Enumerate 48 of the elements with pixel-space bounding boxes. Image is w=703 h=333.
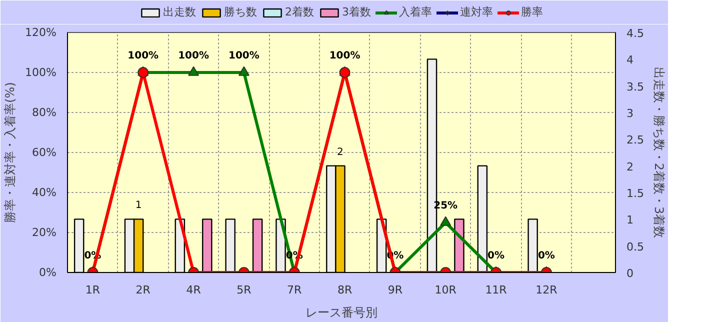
legend-label: 3着数: [342, 4, 371, 20]
x-tick-label: 4R: [186, 284, 202, 296]
data-label: 100%: [228, 50, 260, 62]
y2-tick-label: 0: [626, 267, 634, 280]
data-label: 2: [337, 146, 344, 158]
x-tick-label: 2R: [136, 284, 151, 296]
y2-tick-label: 2: [626, 160, 634, 174]
x-tick-label: 5R: [236, 284, 252, 296]
y2-tick-label: 2.5: [626, 134, 644, 147]
x-tick-label: 10R: [434, 284, 457, 296]
y-tick-label: 60%: [32, 146, 57, 159]
point: [238, 66, 250, 76]
x-tick-label: 1R: [85, 284, 100, 296]
x-tick-label: 7R: [287, 284, 302, 296]
legend-label: 入着率: [399, 4, 432, 20]
y-tick-label: 0%: [39, 266, 56, 279]
y-tick-label: 120%: [25, 26, 57, 39]
x-tick-label: 8R: [337, 284, 352, 296]
data-label: 0%: [538, 250, 555, 262]
legend-label: 勝率: [521, 4, 543, 20]
data-label: 100%: [128, 50, 159, 62]
y2-axis-title: 出走数・勝ち数・2着数・3着数: [652, 66, 666, 238]
y-tick-label: 40%: [32, 186, 57, 199]
legend-label: 2着数: [285, 4, 314, 20]
point: [440, 216, 452, 226]
legend-label: 出走数: [163, 4, 196, 20]
y-tick-label: 20%: [32, 226, 57, 239]
legend-label: 勝ち数: [224, 4, 257, 20]
y2-tick-label: 1: [626, 214, 634, 227]
y2-tick-label: 1.5: [626, 187, 644, 200]
y2-tick-label: 3.5: [626, 80, 644, 94]
y2-tick-label: 0.5: [626, 240, 644, 254]
data-label: 100%: [329, 50, 360, 62]
data-label: 1: [135, 200, 142, 212]
y2-tick-label: 3: [626, 107, 634, 120]
y-axis-title: 勝率・連対率・入着率(%): [3, 82, 18, 223]
x-tick-label: 9R: [388, 284, 403, 296]
x-axis-title: レース番号別: [306, 306, 378, 320]
y2-tick-label: 4: [626, 54, 634, 67]
x-tick-label: 11R: [485, 284, 508, 296]
point: [188, 66, 200, 76]
data-label: 0%: [488, 250, 505, 262]
y2-tick-label: 4.5: [626, 27, 644, 40]
legend-label: 連対率: [460, 4, 493, 20]
x-tick-label: 12R: [536, 284, 558, 296]
data-label: 100%: [178, 50, 209, 62]
y-tick-label: 80%: [32, 106, 57, 119]
y-tick-label: 100%: [25, 66, 57, 79]
